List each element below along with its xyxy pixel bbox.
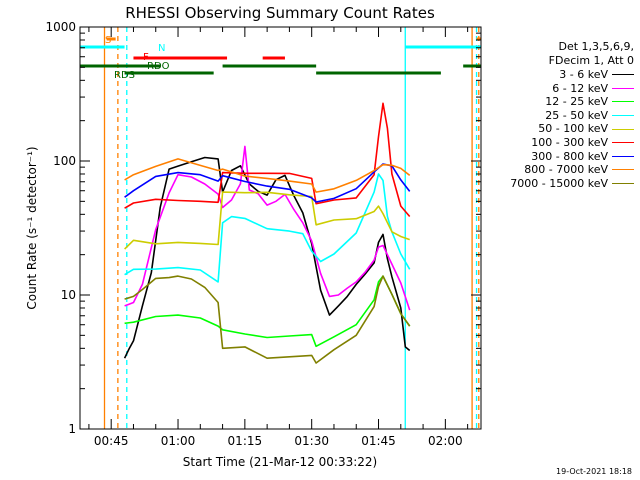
x-tick-label-120: 02:00 bbox=[428, 434, 463, 448]
legend-label: 300 - 800 keV bbox=[531, 149, 608, 163]
legend-swatch bbox=[612, 74, 634, 76]
x-axis-label: Start Time (21-Mar-12 00:33:22) bbox=[183, 455, 377, 469]
timestamp-footer: 19-Oct-2021 18:18 bbox=[556, 467, 632, 476]
series-line-5 bbox=[124, 102, 411, 218]
legend-item: 100 - 300 keV bbox=[474, 136, 634, 150]
legend-label: 50 - 100 keV bbox=[538, 122, 608, 136]
legend-label: 12 - 25 keV bbox=[545, 95, 608, 109]
legend-item: 25 - 50 keV bbox=[474, 109, 634, 123]
series-line-3 bbox=[124, 173, 411, 283]
legend-swatch bbox=[612, 128, 634, 130]
legend-item: 12 - 25 keV bbox=[474, 95, 634, 109]
legend-label: 25 - 50 keV bbox=[545, 108, 608, 122]
legend-swatch bbox=[612, 142, 634, 144]
legend-swatch bbox=[612, 87, 634, 89]
series-line-8 bbox=[124, 275, 411, 364]
x-tick-label-105: 01:45 bbox=[361, 434, 396, 448]
chart-title: RHESSI Observing Summary Count Rates bbox=[125, 4, 435, 22]
legend-item: 50 - 100 keV bbox=[474, 122, 634, 136]
legend-swatch bbox=[612, 183, 634, 185]
legend-swatch bbox=[612, 115, 634, 117]
x-tick-label-45: 00:45 bbox=[94, 434, 129, 448]
legend-label: 7000 - 15000 keV bbox=[510, 176, 608, 190]
legend-swatch bbox=[612, 155, 634, 157]
annotation-n: N bbox=[158, 43, 165, 54]
series-line-2 bbox=[124, 275, 411, 348]
y-tick-label-100: 100 bbox=[53, 154, 76, 168]
legend-item: 3 - 6 keV bbox=[474, 68, 634, 82]
annotation-rdo: RDO bbox=[147, 61, 170, 72]
legend-swatch bbox=[612, 169, 634, 171]
series-line-0 bbox=[123, 156, 411, 359]
legend-header-1: Det 1,3,5,6,9, bbox=[558, 40, 634, 53]
series-line-7 bbox=[124, 158, 411, 193]
annotation-s: S bbox=[105, 35, 111, 46]
legend-label: 100 - 300 keV bbox=[531, 135, 608, 149]
legend-item: 800 - 7000 keV bbox=[474, 163, 634, 177]
legend-item: 300 - 800 keV bbox=[474, 150, 634, 164]
legend-swatch bbox=[612, 101, 634, 103]
legend-item: 6 - 12 keV bbox=[474, 82, 634, 96]
x-tick-label-75: 01:15 bbox=[228, 434, 263, 448]
legend-label: 800 - 7000 keV bbox=[524, 163, 608, 177]
legend: Det 1,3,5,6,9, FDecim 1, Att 0 3 - 6 keV… bbox=[474, 40, 634, 190]
plot-frame bbox=[79, 26, 482, 430]
y-tick-label-10: 10 bbox=[61, 288, 76, 302]
legend-label: 3 - 6 keV bbox=[559, 68, 608, 81]
series-line-1 bbox=[124, 145, 411, 311]
annotation-rds: RDS bbox=[114, 70, 135, 81]
annotation-f: F bbox=[143, 52, 149, 63]
legend-header-2: FDecim 1, Att 0 bbox=[548, 54, 634, 67]
y-tick-label-1000: 1000 bbox=[45, 20, 76, 34]
y-axis-label: Count Rate (s⁻¹ detector⁻¹) bbox=[25, 146, 39, 309]
legend-item: 7000 - 15000 keV bbox=[474, 177, 634, 191]
series-line-4 bbox=[124, 191, 410, 250]
x-tick-label-60: 01:00 bbox=[161, 434, 196, 448]
y-tick-label-1: 1 bbox=[68, 422, 76, 436]
x-tick-label-90: 01:30 bbox=[294, 434, 329, 448]
legend-label: 6 - 12 keV bbox=[552, 81, 608, 95]
